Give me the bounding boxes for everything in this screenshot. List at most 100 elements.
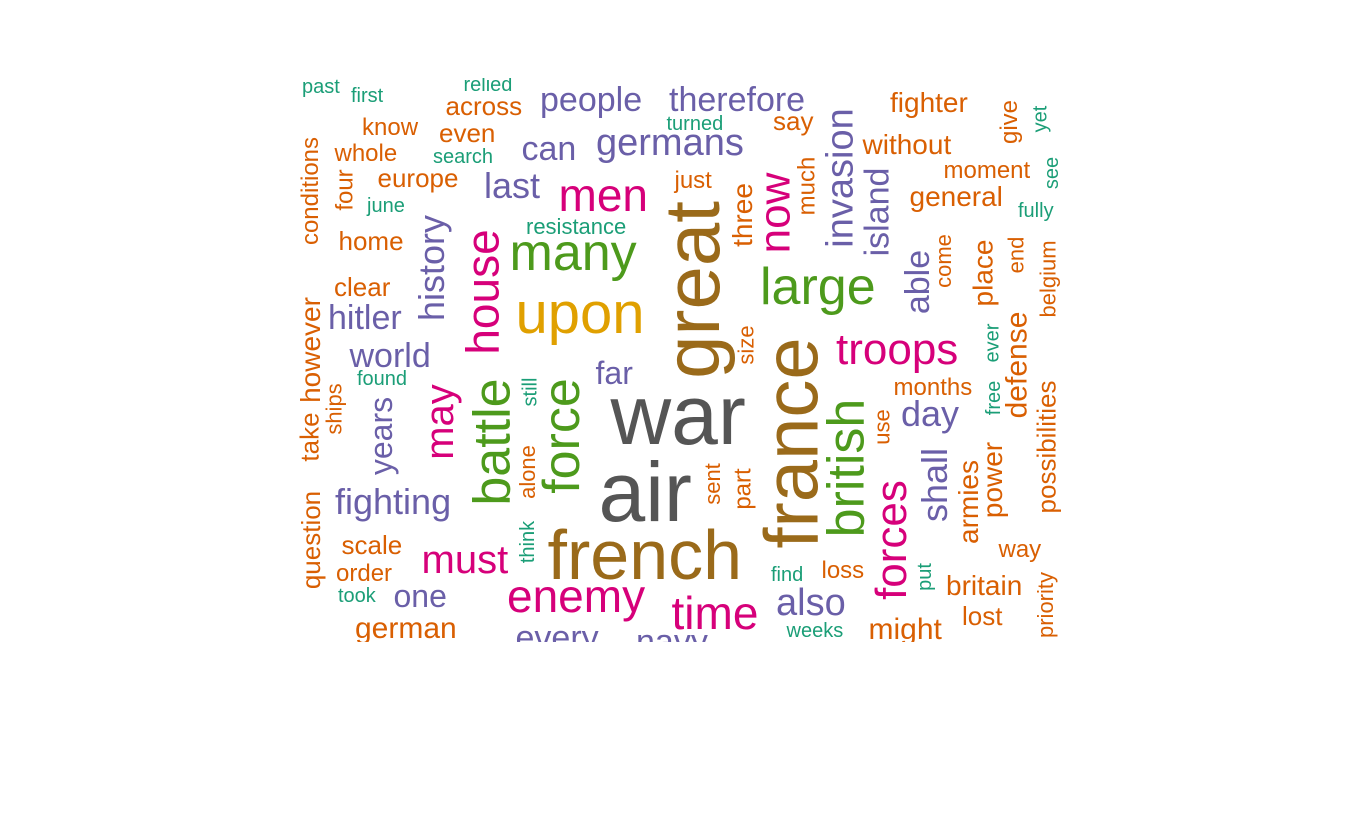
word-think: think [517,520,540,564]
word-moment: moment [943,157,1031,184]
word-use: use [869,409,895,445]
word-french: french [547,516,743,594]
word-must: must [421,538,509,582]
word-loss: loss [821,557,865,584]
word-question: question [296,490,327,590]
word-just: just [674,167,712,194]
word-say: say [773,106,814,136]
word-fighting: fighting [335,481,452,522]
word-germans: germans [596,122,744,164]
word-europe: europe [377,163,459,193]
word-can: can [521,130,577,168]
word-navy: navy [636,623,708,642]
word-invasion: invasion [819,108,862,248]
word-air: air [598,445,692,539]
word-people: people [540,81,643,119]
word-world: world [349,337,431,375]
word-therefore: therefore [669,81,806,119]
word-june: june [367,195,405,217]
word-know: know [362,114,419,141]
word-hitler: hitler [328,299,402,337]
word-turned: turned [666,113,724,135]
word-sent: sent [699,463,725,505]
word-years: years [363,396,400,476]
word-ever: ever [980,323,1003,363]
word-british: british [816,398,875,538]
word-fighter: fighter [890,87,968,118]
word-shall: shall [914,447,956,523]
word-resistance: resistance [526,214,627,239]
word-find: find [771,564,804,586]
word-history: history [411,214,453,322]
word-relied: relied [463,78,513,96]
word-priority: priority [1033,571,1059,639]
word-yet: yet [1028,105,1051,133]
word-put: put [913,563,936,591]
word-weeks: weeks [786,620,844,642]
word-part: part [729,468,757,510]
word-men: men [558,169,648,221]
word-even: even [439,118,496,148]
word-fully: fully [1018,200,1054,222]
word-general: general [909,181,1003,212]
word-see: see [1041,156,1064,190]
word-every: every [515,619,599,642]
word-island: island [857,167,896,257]
word-alone: alone [514,445,540,499]
word-force: force [532,378,591,494]
word-great: great [647,201,736,379]
word-first: first [351,85,384,107]
word-whole: whole [334,140,398,167]
word-order: order [336,560,393,587]
word-also: also [776,582,846,624]
word-house: house [456,229,509,355]
word-free: free [983,380,1006,416]
word-end: end [1002,236,1028,274]
word-britain: britain [946,570,1023,601]
word-possibilities: possibilities [1030,380,1061,514]
word-belgium: belgium [1035,240,1061,318]
word-forces: forces [866,480,916,600]
word-four: four [331,169,359,211]
word-large: large [760,258,876,316]
word-across: across [445,91,523,121]
word-much: much [792,156,820,216]
word-armies: armies [953,459,985,545]
word-many: many [509,224,637,282]
word-lost: lost [962,601,1003,631]
word-day: day [901,393,960,434]
word-way: way [998,536,1042,563]
word-place: place [966,239,998,307]
word-conditions: conditions [297,136,325,246]
word-troops: troops [836,325,959,374]
word-german: german [355,612,457,643]
word-far: far [595,355,633,391]
word-three: three [726,183,758,247]
word-home: home [338,226,404,256]
word-size: size [733,325,759,365]
word-time: time [671,587,759,639]
word-now: now [749,172,799,254]
word-last: last [484,165,541,206]
word-war: war [610,368,746,462]
word-might: might [868,613,942,643]
word-one: one [393,578,447,614]
word-give: give [996,99,1024,145]
word-scale: scale [341,530,403,560]
word-found: found [357,368,408,390]
word-ships: ships [321,383,347,435]
word-defense: defense [999,311,1033,419]
word-months: months [893,374,973,401]
word-may: may [417,384,462,460]
word-take: take [294,412,325,462]
word-clear: clear [334,272,391,302]
word-battle: battle [463,378,522,506]
word-past: past [302,78,340,98]
word-still: still [518,377,541,407]
word-took: took [338,585,376,607]
word-come: come [930,234,956,288]
word-enemy: enemy [507,570,646,622]
word-upon: upon [515,281,645,346]
word-cloud: war air great france french upon many large brit… [290,78,1070,642]
word-without: without [862,129,952,160]
